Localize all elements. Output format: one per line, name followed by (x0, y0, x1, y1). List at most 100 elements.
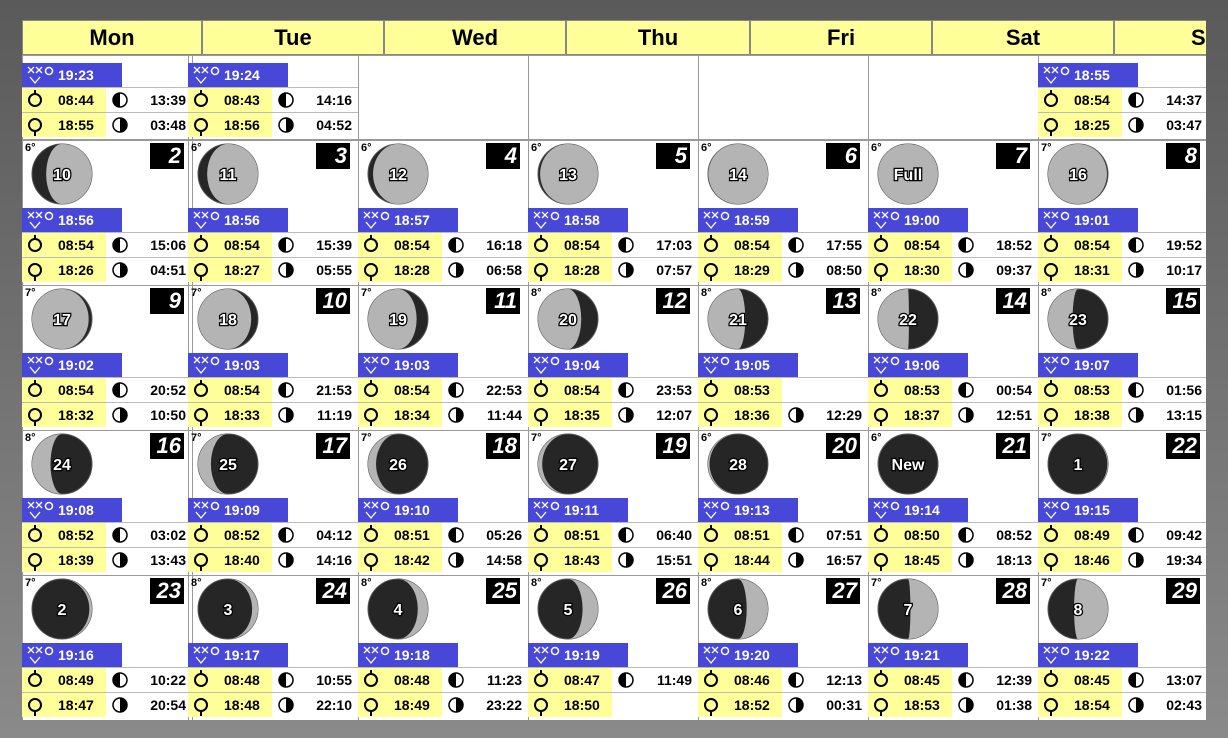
twilight-icon (873, 646, 900, 665)
sunrise-time: 08:54 (224, 237, 260, 253)
sunset-time: 18:45 (904, 552, 940, 568)
row-line (188, 402, 358, 403)
moon-age: 24 (53, 457, 71, 474)
moon-phase: 28 (707, 433, 769, 495)
row-line (188, 667, 358, 668)
moonrise-icon (958, 382, 974, 398)
moonrise-icon (1128, 672, 1144, 688)
row-line (358, 522, 528, 523)
sun-glyph (534, 528, 548, 542)
twilight-glyph (193, 646, 209, 665)
moonrise-icon (112, 382, 128, 398)
moon-age: 19 (389, 312, 407, 329)
moon-altitude: 6° (531, 142, 542, 154)
moonrise-time: 12:39 (996, 672, 1032, 688)
sunrise-icon (194, 670, 208, 687)
moon-age: 8 (1074, 602, 1083, 619)
twilight-icon (703, 211, 730, 230)
sun-glyph (534, 408, 548, 422)
moon-age: 12 (389, 167, 407, 184)
moon-age: 5 (564, 602, 573, 619)
moon-age: 3 (224, 602, 233, 619)
sun-glyph (1044, 263, 1058, 277)
sunset-time: 18:48 (224, 697, 260, 713)
moonrise-time: 20:52 (150, 382, 186, 398)
row-line (358, 667, 528, 668)
sunset-time: 18:56 (224, 117, 260, 133)
twilight-time: 19:23 (58, 67, 94, 83)
moon-age: 14 (729, 167, 747, 184)
twilight-bar (868, 353, 968, 377)
moon-lit (568, 579, 598, 639)
day-number: 12 (656, 288, 690, 314)
twilight-bar (22, 63, 122, 87)
twilight-icon (193, 66, 220, 85)
row-line (868, 547, 1038, 548)
sunset-time: 18:40 (224, 552, 260, 568)
sun-glyph (704, 238, 718, 252)
twilight-glyph-c (44, 501, 54, 511)
moonset-time: 11:19 (316, 407, 352, 423)
twilight-glyph (703, 211, 719, 230)
row-line (868, 232, 1038, 233)
sunrise-icon (364, 670, 378, 687)
moonrise-time: 12:13 (826, 672, 862, 688)
twilight-glyph-c (720, 646, 730, 656)
twilight-glyph (703, 501, 719, 520)
twilight-glyph-c (210, 66, 220, 76)
moonrise-icon (278, 382, 294, 398)
day-number: 28 (996, 578, 1030, 604)
day-cell (698, 55, 869, 140)
sunset-icon (534, 698, 548, 716)
moon-altitude: 8° (871, 287, 882, 299)
sun-glyph (194, 383, 208, 397)
moon-age: Full (894, 167, 922, 184)
twilight-glyph-c (380, 646, 390, 656)
day-header: Thu (566, 20, 750, 55)
sunrise-time: 08:54 (564, 382, 600, 398)
moon-lit (368, 289, 417, 349)
twilight-time: 19:05 (734, 357, 770, 373)
moon-glyph-half (120, 408, 127, 422)
day-number: 15 (1166, 288, 1200, 314)
moon-glyph-half (619, 383, 626, 397)
moonset-icon (112, 697, 128, 713)
row-line (528, 692, 698, 693)
moon-altitude: 6° (25, 142, 36, 154)
moon-lit (368, 434, 398, 494)
day-number: 6 (826, 143, 860, 169)
moonset-icon (958, 697, 974, 713)
day-number: 7 (996, 143, 1030, 169)
day-cell (358, 55, 529, 140)
twilight-bar (22, 208, 122, 232)
moon-phase: 4 (367, 578, 429, 640)
sunrise-time: 08:53 (904, 382, 940, 398)
twilight-glyph (193, 501, 209, 520)
twilight-glyph-c (44, 211, 54, 221)
sunrise-time: 08:48 (224, 672, 260, 688)
sun-glyph (704, 263, 718, 277)
moonrise-icon (618, 382, 634, 398)
moon-altitude: 7° (531, 432, 542, 444)
twilight-glyph-c (380, 501, 390, 511)
moon-glyph-half (113, 673, 120, 687)
moon-glyph-half (966, 263, 973, 277)
sunset-time: 18:42 (394, 552, 430, 568)
moon-glyph-half (279, 673, 286, 687)
day-number: 29 (1166, 578, 1200, 604)
moonrise-time: 15:06 (150, 237, 186, 253)
twilight-time: 18:55 (1074, 67, 1110, 83)
moonset-time: 12:51 (996, 407, 1032, 423)
moonset-time: 01:38 (996, 697, 1032, 713)
moon-glyph-half (966, 408, 973, 422)
moon-lit (198, 434, 228, 494)
row-line (22, 257, 192, 258)
row-line (528, 522, 698, 523)
moonrise-icon (112, 527, 128, 543)
twilight-time: 19:11 (564, 502, 600, 518)
moonrise-time: 10:22 (150, 672, 186, 688)
sunset-icon (194, 118, 208, 136)
sun-glyph (1044, 238, 1058, 252)
moon-age: 25 (219, 457, 237, 474)
sunset-time: 18:31 (1074, 262, 1110, 278)
